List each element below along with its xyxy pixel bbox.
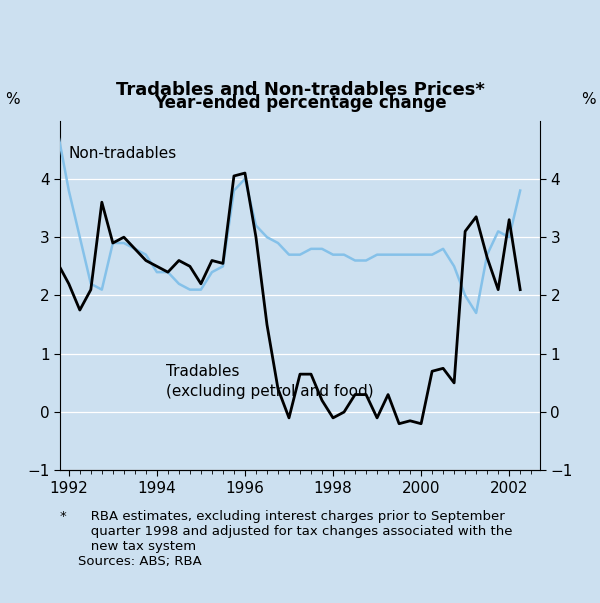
Text: Non-tradables: Non-tradables <box>69 147 177 162</box>
Text: %: % <box>5 92 19 107</box>
Text: Tradables: Tradables <box>166 364 239 379</box>
Text: Year-ended percentage change: Year-ended percentage change <box>154 93 446 112</box>
Text: %: % <box>581 92 595 107</box>
Text: (excluding petrol and food): (excluding petrol and food) <box>166 384 373 399</box>
Text: RBA estimates, excluding interest charges prior to September
   quarter 1998 and: RBA estimates, excluding interest charge… <box>78 510 512 567</box>
Text: *: * <box>60 510 67 523</box>
Text: Tradables and Non-tradables Prices*: Tradables and Non-tradables Prices* <box>116 81 484 99</box>
